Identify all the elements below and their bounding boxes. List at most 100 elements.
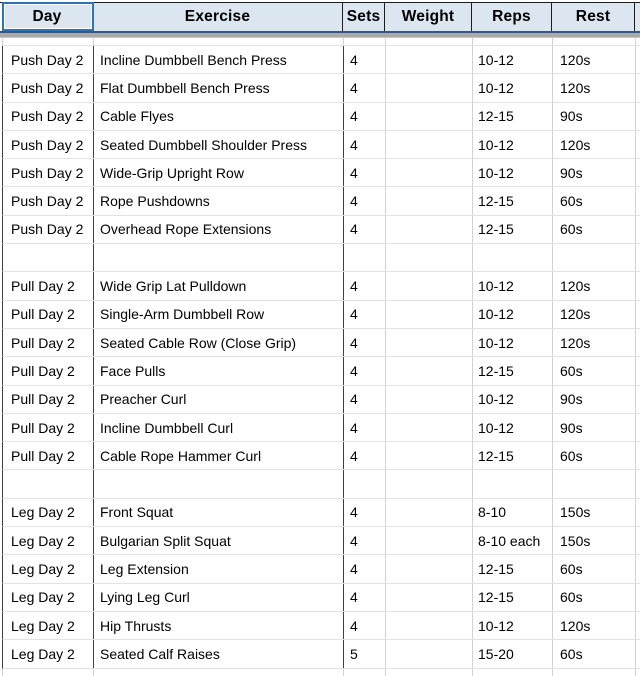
cell-weight[interactable] xyxy=(386,413,473,442)
cell-next-column[interactable] xyxy=(636,244,640,271)
cell-weight[interactable] xyxy=(386,470,473,498)
cell-exercise[interactable]: Cable Flyes xyxy=(94,102,344,130)
cell-next-column[interactable] xyxy=(636,470,640,497)
cell-reps[interactable]: 12-15 xyxy=(473,555,553,583)
cell-rest[interactable]: 60s xyxy=(553,215,636,244)
cell-weight[interactable] xyxy=(386,498,473,527)
cell-day[interactable]: Pull Day 2 xyxy=(3,385,94,413)
cell-reps[interactable]: 15-20 xyxy=(473,640,553,668)
cell-weight[interactable] xyxy=(386,46,473,74)
cell-sets[interactable] xyxy=(344,244,386,272)
cell-weight[interactable] xyxy=(386,555,473,583)
stub-cell[interactable] xyxy=(344,668,386,676)
cell-next-column[interactable] xyxy=(636,74,640,101)
cell-day[interactable]: Push Day 2 xyxy=(3,159,94,187)
cell-day[interactable]: Pull Day 2 xyxy=(3,272,94,300)
cell-reps[interactable]: 10-12 xyxy=(473,385,553,413)
cell-weight[interactable] xyxy=(386,159,473,187)
cell-next-column[interactable] xyxy=(636,216,640,243)
cell-rest[interactable]: 120s xyxy=(553,46,636,74)
cell-rest[interactable]: 90s xyxy=(553,102,636,130)
cell-rest[interactable]: 120s xyxy=(553,272,636,300)
cell-exercise[interactable]: Single-Arm Dumbbell Row xyxy=(94,300,344,328)
cell-weight[interactable] xyxy=(386,272,473,300)
cell-day[interactable]: Push Day 2 xyxy=(3,130,94,159)
cell-exercise[interactable]: Incline Dumbbell Bench Press xyxy=(94,46,344,74)
cell-weight[interactable] xyxy=(386,640,473,668)
cell-day[interactable]: Leg Day 2 xyxy=(3,498,94,527)
cell-rest[interactable]: 150s xyxy=(553,527,636,555)
cell-sets[interactable]: 4 xyxy=(344,159,386,187)
header-cell-day[interactable]: Day xyxy=(2,3,93,31)
cell-sets[interactable] xyxy=(344,470,386,498)
cell-reps[interactable] xyxy=(473,244,553,272)
cell-sets[interactable]: 4 xyxy=(344,74,386,102)
partial-row-top[interactable] xyxy=(2,38,640,46)
cell-day[interactable]: Leg Day 2 xyxy=(3,527,94,555)
cell-day[interactable]: Pull Day 2 xyxy=(3,300,94,328)
cell-reps[interactable]: 10-12 xyxy=(473,611,553,640)
cell-exercise[interactable]: Lying Leg Curl xyxy=(94,583,344,611)
cell-sets[interactable]: 5 xyxy=(344,640,386,668)
cell-rest[interactable]: 60s xyxy=(553,583,636,611)
cell-exercise[interactable]: Overhead Rope Extensions xyxy=(94,215,344,244)
cell-next-column[interactable] xyxy=(636,386,640,413)
cell-exercise[interactable] xyxy=(94,244,344,272)
cell-reps[interactable]: 12-15 xyxy=(473,442,553,470)
cell-next-column[interactable] xyxy=(636,187,640,214)
cell-sets[interactable]: 4 xyxy=(344,102,386,130)
cell-reps[interactable]: 10-12 xyxy=(473,159,553,187)
cell-rest[interactable]: 90s xyxy=(553,385,636,413)
cell-rest[interactable]: 120s xyxy=(553,300,636,328)
cell-exercise[interactable]: Hip Thrusts xyxy=(94,611,344,640)
cell-next-column[interactable] xyxy=(636,555,640,582)
cell-weight[interactable] xyxy=(386,527,473,555)
cell-rest[interactable]: 60s xyxy=(553,187,636,215)
cell-next-column[interactable] xyxy=(636,414,640,441)
cell-reps[interactable]: 8-10 xyxy=(473,498,553,527)
cell-day[interactable]: Push Day 2 xyxy=(3,74,94,102)
header-cell-reps[interactable]: Reps xyxy=(472,3,552,31)
cell-sets[interactable]: 4 xyxy=(344,385,386,413)
cell-sets[interactable]: 4 xyxy=(344,611,386,640)
cell-reps[interactable] xyxy=(473,470,553,498)
cell-exercise[interactable]: Leg Extension xyxy=(94,555,344,583)
cell-sets[interactable]: 4 xyxy=(344,187,386,215)
cell-exercise[interactable]: Wide Grip Lat Pulldown xyxy=(94,272,344,300)
stub-cell[interactable] xyxy=(386,668,473,676)
cell-next-column[interactable] xyxy=(636,131,640,158)
cell-day[interactable]: Leg Day 2 xyxy=(3,555,94,583)
cell-exercise[interactable]: Face Pulls xyxy=(94,357,344,385)
cell-next-column[interactable] xyxy=(636,103,640,130)
cell-reps[interactable]: 10-12 xyxy=(473,413,553,442)
cell-sets[interactable]: 4 xyxy=(344,413,386,442)
cell-rest[interactable]: 90s xyxy=(553,159,636,187)
cell-rest[interactable] xyxy=(553,244,636,272)
cell-sets[interactable]: 4 xyxy=(344,272,386,300)
cell-reps[interactable]: 10-12 xyxy=(473,300,553,328)
cell-day[interactable]: Pull Day 2 xyxy=(3,442,94,470)
stub-cell[interactable] xyxy=(344,38,386,45)
cell-rest[interactable]: 60s xyxy=(553,357,636,385)
cell-sets[interactable]: 4 xyxy=(344,357,386,385)
stub-cell[interactable] xyxy=(553,668,636,676)
header-cell-next-column[interactable] xyxy=(635,3,640,31)
cell-weight[interactable] xyxy=(386,611,473,640)
stub-cell[interactable] xyxy=(636,38,640,45)
cell-sets[interactable]: 4 xyxy=(344,555,386,583)
cell-weight[interactable] xyxy=(386,300,473,328)
cell-reps[interactable]: 10-12 xyxy=(473,74,553,102)
cell-reps[interactable]: 12-15 xyxy=(473,102,553,130)
cell-sets[interactable]: 4 xyxy=(344,498,386,527)
header-cell-rest[interactable]: Rest xyxy=(552,3,635,31)
cell-weight[interactable] xyxy=(386,130,473,159)
stub-cell[interactable] xyxy=(94,38,344,45)
cell-day[interactable]: Pull Day 2 xyxy=(3,328,94,357)
cell-reps[interactable]: 12-15 xyxy=(473,583,553,611)
cell-day[interactable]: Leg Day 2 xyxy=(3,611,94,640)
stub-cell[interactable] xyxy=(636,669,640,676)
cell-reps[interactable]: 10-12 xyxy=(473,46,553,74)
header-cell-weight[interactable]: Weight xyxy=(385,3,472,31)
stub-cell[interactable] xyxy=(3,38,94,45)
cell-reps[interactable]: 12-15 xyxy=(473,187,553,215)
